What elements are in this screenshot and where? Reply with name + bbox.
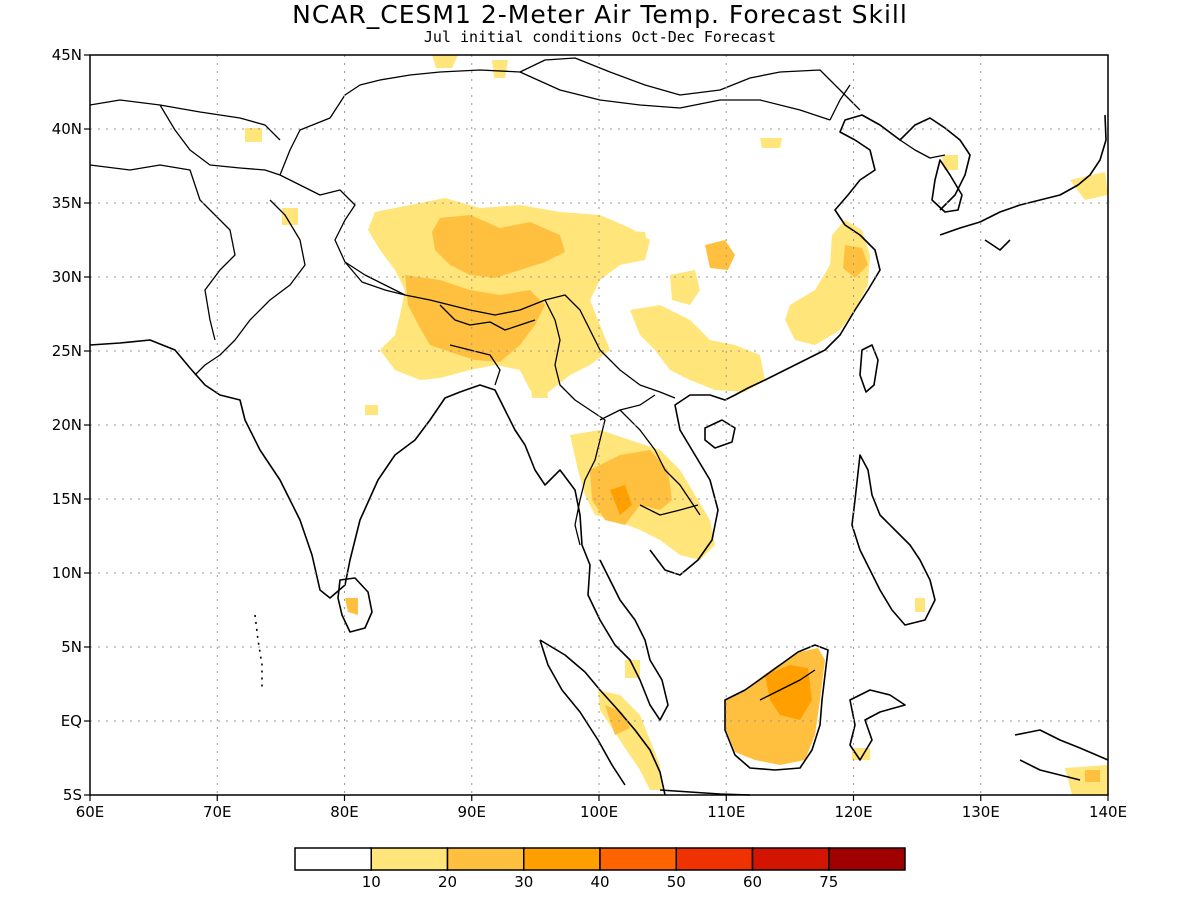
coast-sumatra (539, 639, 666, 796)
coast-borneo (724, 644, 829, 771)
lon-axis: 60E 70E 80E 90E 100E 110E 120E 130E 140E (76, 795, 1127, 821)
chart-subtitle: Jul initial conditions Oct-Dec Forecast (423, 28, 777, 46)
lat-tick-label: 20N (52, 416, 82, 434)
region-patch-korea (942, 155, 958, 170)
region-borneo-core (765, 665, 812, 720)
border-bangladesh (449, 344, 501, 386)
lat-tick-label: 10N (52, 564, 82, 582)
coast-korea (931, 159, 963, 213)
coastlines (89, 114, 1109, 796)
colorbar-swatch (828, 847, 906, 871)
country-borders (89, 57, 946, 701)
border-laos-vietnam (619, 409, 701, 516)
lat-tick-label: 40N (52, 120, 82, 138)
region-central-china (670, 270, 700, 305)
border-central-asia (89, 99, 281, 341)
lat-tick-label: EQ (61, 712, 82, 730)
region-tibet-east (705, 240, 735, 270)
border-mongolia (519, 71, 851, 121)
colorbar-swatch (599, 847, 677, 871)
region-patch-n (492, 60, 508, 78)
coast-hainan (704, 419, 736, 449)
colorbar-swatch (446, 847, 525, 871)
lon-tick-label: 130E (962, 803, 1000, 821)
colorbar: 10 20 30 40 50 60 75 (294, 847, 906, 891)
border-pakistan (194, 199, 306, 376)
region-patch-png-core (1085, 770, 1100, 782)
region-east-china-coast (785, 220, 870, 345)
colorbar-swatch (294, 847, 372, 871)
region-indochina-hot (610, 485, 632, 515)
region-indochina-core (590, 450, 672, 525)
coast-png (1014, 729, 1109, 781)
colorbar-label: 10 (362, 873, 381, 891)
lat-tick-label: 5N (61, 638, 82, 656)
region-patch-kazakh (245, 128, 262, 142)
border-china-north (279, 57, 861, 176)
coast-maldives (254, 614, 263, 690)
region-sumatra (598, 690, 662, 790)
lon-tick-label: 60E (76, 803, 105, 821)
lat-tick-label: 25N (52, 342, 82, 360)
coast-indochina (649, 114, 971, 576)
lat-tick-label: 30N (52, 268, 82, 286)
lat-tick-label: 45N (52, 46, 82, 64)
region-east-china (630, 305, 765, 392)
region-sumatra-core (605, 705, 630, 735)
lon-tick-label: 90E (457, 803, 486, 821)
lat-tick-label: 15N (52, 490, 82, 508)
colorbar-swatch (523, 847, 601, 871)
coast-philippines (851, 454, 936, 626)
region-himalaya-core (405, 275, 545, 362)
coast-japan (939, 114, 1107, 251)
lon-tick-label: 120E (834, 803, 872, 821)
lon-tick-label: 80E (330, 803, 359, 821)
gridlines (90, 55, 1108, 795)
region-patch-japan (1070, 172, 1108, 200)
lat-axis: 45N 40N 35N 30N 25N 20N 15N 10N 5N EQ 5S (52, 46, 90, 804)
region-patch-kashmir (282, 208, 298, 225)
region-patch-srilanka (345, 598, 358, 615)
coast-taiwan (859, 344, 879, 393)
region-patch-bay (365, 405, 378, 415)
colorbar-swatch (675, 847, 754, 871)
coast-india (89, 339, 526, 599)
region-patch-mongolia (760, 138, 782, 148)
coast-sulawesi (849, 689, 906, 761)
region-yangtze (615, 230, 648, 258)
colorbar-label: 20 (438, 873, 457, 891)
colorbar-swatch (751, 847, 830, 871)
region-patch-burma (530, 378, 548, 398)
lon-tick-label: 100E (580, 803, 618, 821)
region-patch-philippines (915, 598, 925, 612)
region-tibet-core (432, 215, 565, 278)
colorbar-label: 75 (819, 873, 838, 891)
lon-tick-label: 140E (1089, 803, 1127, 821)
coast-burma-malaya (524, 444, 669, 721)
colorbar-label: 50 (667, 873, 686, 891)
coast-srilanka (337, 577, 373, 633)
colorbar-label: 30 (514, 873, 533, 891)
lat-tick-label: 5S (63, 786, 82, 804)
colorbar-swatch (370, 847, 449, 871)
colorbar-label: 40 (590, 873, 609, 891)
skill-shading (245, 55, 1108, 795)
border-nepal-bhutan (344, 261, 536, 331)
lon-tick-label: 70E (203, 803, 232, 821)
colorbar-label: 60 (743, 873, 762, 891)
border-china-west (279, 174, 676, 399)
lon-tick-label: 110E (707, 803, 745, 821)
border-borneo (759, 669, 816, 701)
border-korea-china (899, 139, 946, 159)
region-east-china-spot (843, 245, 868, 278)
border-burma-thai (544, 299, 656, 546)
chart-title: NCAR_CESM1 2-Meter Air Temp. Forecast Sk… (292, 0, 908, 29)
region-patch-nw (432, 55, 458, 68)
lat-tick-label: 35N (52, 194, 82, 212)
